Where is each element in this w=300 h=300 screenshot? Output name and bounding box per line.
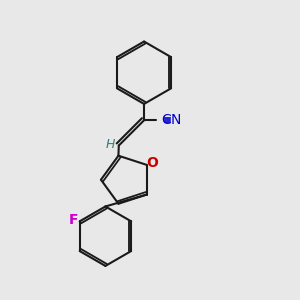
Text: N: N <box>171 113 181 127</box>
Text: H: H <box>106 138 115 151</box>
Text: F: F <box>68 213 78 227</box>
Text: C: C <box>161 113 171 127</box>
Text: O: O <box>146 156 158 170</box>
